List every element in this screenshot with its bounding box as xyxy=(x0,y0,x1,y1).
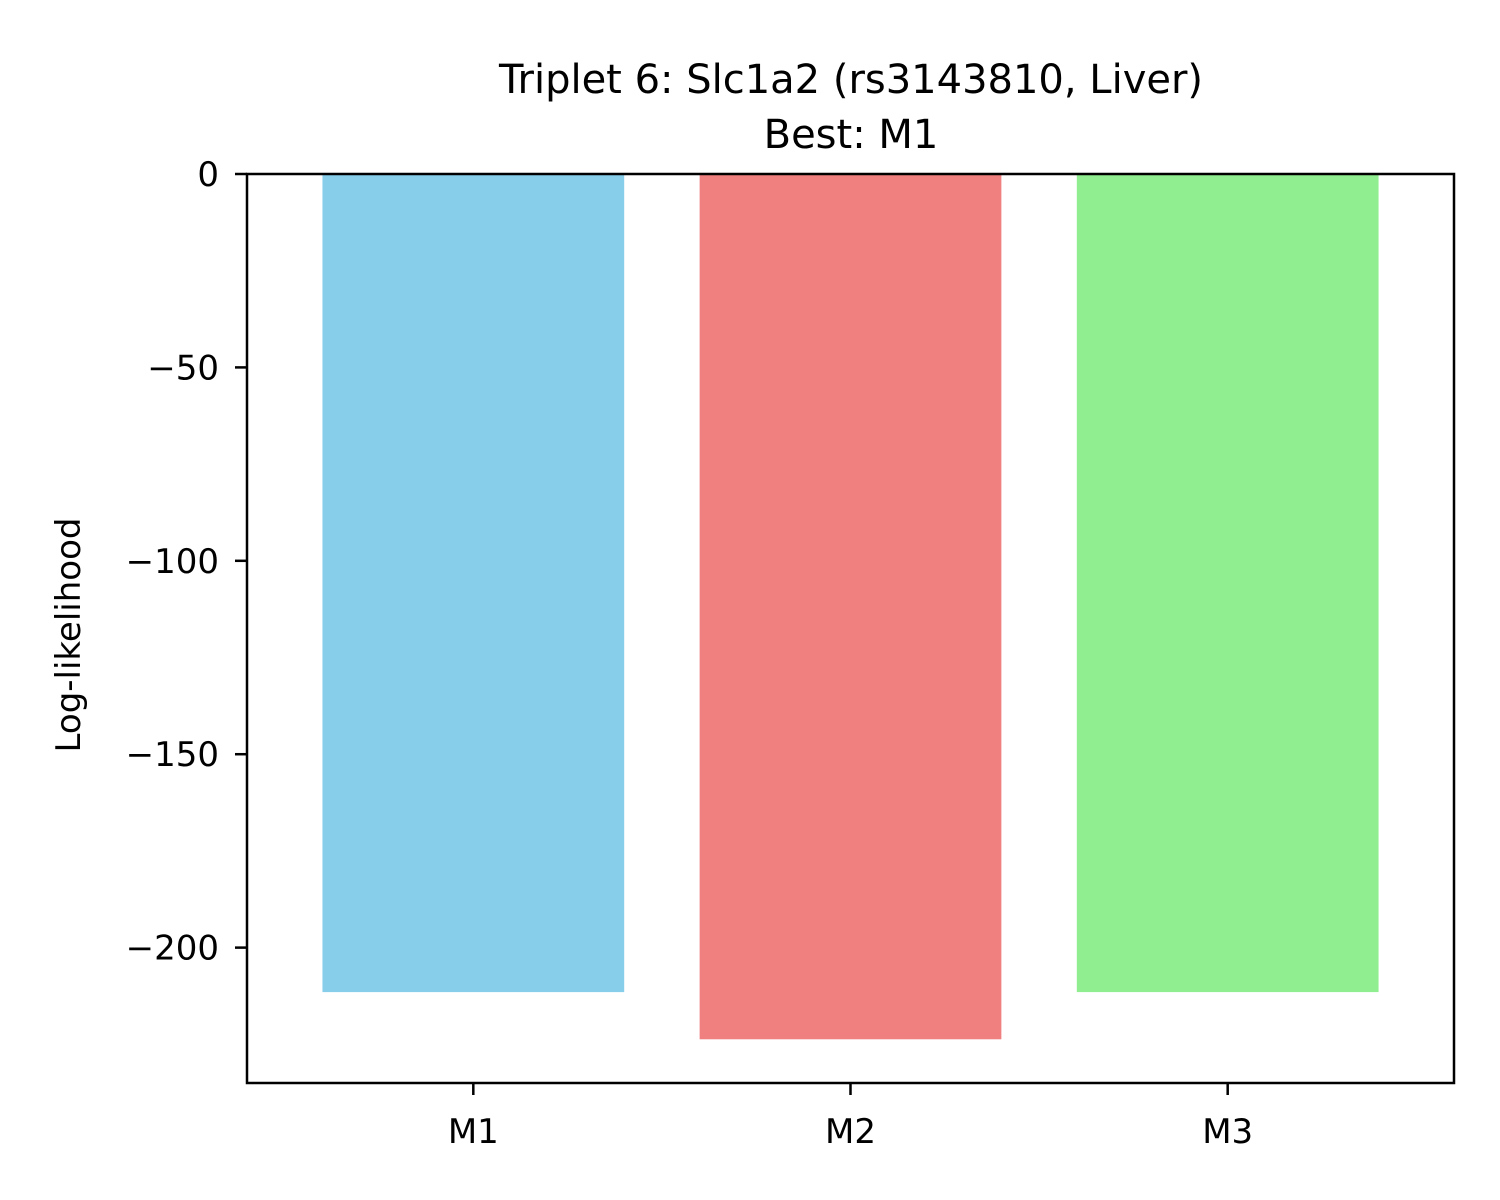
x-tick-label: M3 xyxy=(1202,1112,1253,1152)
chart-title: Triplet 6: Slc1a2 (rs3143810, Liver) xyxy=(498,57,1203,103)
x-tick-label: M1 xyxy=(448,1112,499,1152)
bars-group xyxy=(322,174,1379,1040)
y-axis: 0 −50 −100 −150 −200 xyxy=(126,155,247,969)
bar-m1 xyxy=(322,174,625,993)
bar-m3 xyxy=(1076,174,1379,993)
y-tick-label: 0 xyxy=(197,155,219,195)
bar-m2 xyxy=(699,174,1002,1040)
chart-subtitle: Best: M1 xyxy=(764,112,939,158)
y-tick-label: −50 xyxy=(147,348,219,388)
x-tick-label: M2 xyxy=(825,1112,876,1152)
y-tick-label: −100 xyxy=(126,542,219,582)
y-tick-label: −150 xyxy=(126,735,219,775)
y-axis-label: Log-likelihood xyxy=(49,518,89,753)
x-axis: M1 M2 M3 xyxy=(448,1083,1253,1152)
y-tick-label: −200 xyxy=(126,929,219,969)
